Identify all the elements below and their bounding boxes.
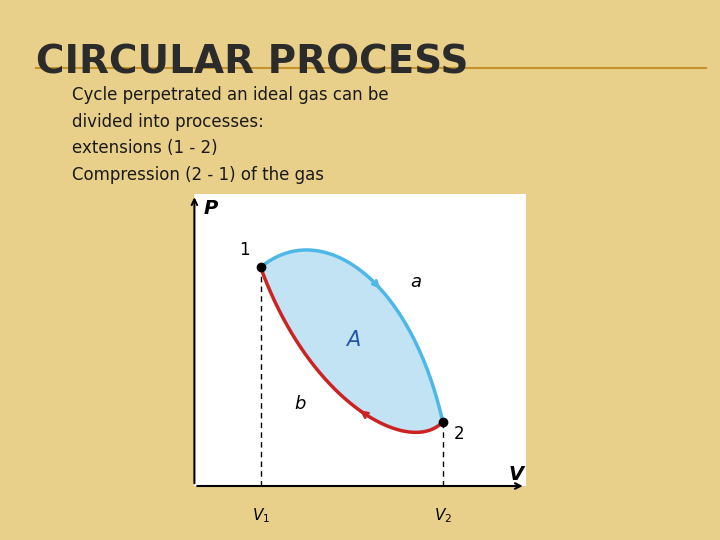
Polygon shape [261,250,443,433]
Text: P: P [204,199,218,219]
Text: $V_2$: $V_2$ [433,507,452,525]
Text: V: V [508,465,523,484]
Text: $a$: $a$ [410,273,422,291]
Text: 1: 1 [239,240,249,259]
Text: $b$: $b$ [294,395,307,413]
Text: Cycle perpetrated an ideal gas can be
divided into processes:
extensions (1 - 2): Cycle perpetrated an ideal gas can be di… [72,86,389,184]
Text: 2: 2 [454,425,464,443]
Text: $A$: $A$ [346,330,361,350]
Text: CIRCULAR PROCESS: CIRCULAR PROCESS [36,43,469,81]
Text: $V_1$: $V_1$ [251,507,270,525]
